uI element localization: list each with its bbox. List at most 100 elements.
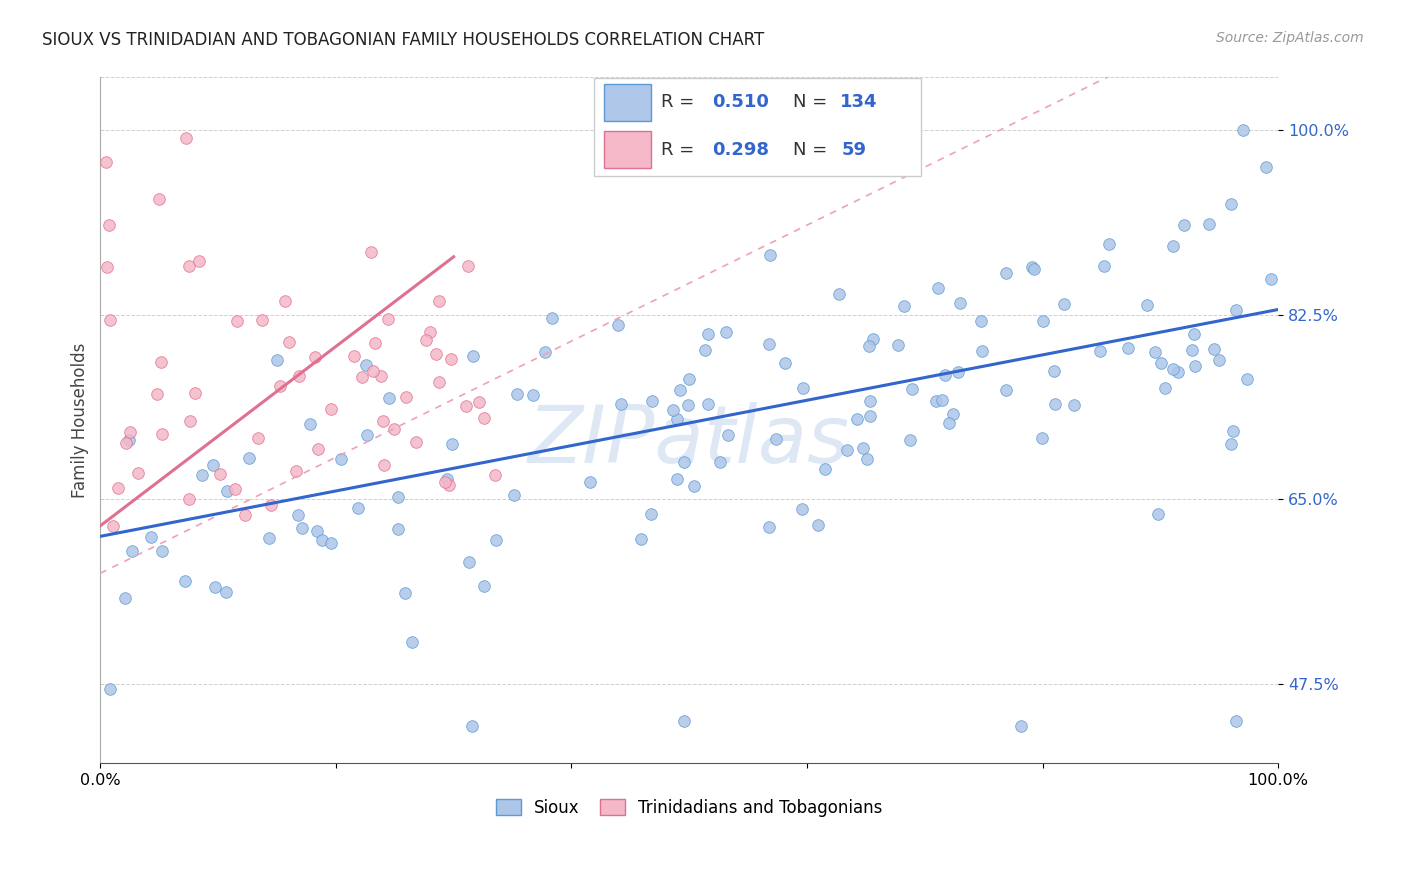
- Point: [401, 635, 423, 649]
- Point: [209, 467, 232, 481]
- Point: [1031, 431, 1053, 445]
- Point: [319, 536, 342, 550]
- Point: [257, 531, 280, 545]
- Point: [299, 417, 322, 432]
- FancyBboxPatch shape: [605, 84, 651, 121]
- Point: [439, 478, 461, 492]
- Point: [1043, 364, 1066, 378]
- Point: [1010, 719, 1032, 733]
- Point: [343, 350, 366, 364]
- Point: [1173, 218, 1195, 232]
- Point: [1219, 437, 1241, 451]
- Point: [278, 334, 301, 349]
- Point: [792, 381, 814, 395]
- Point: [183, 385, 205, 400]
- Point: [1163, 238, 1185, 252]
- Point: [607, 318, 630, 332]
- Point: [765, 432, 787, 446]
- Point: [204, 580, 226, 594]
- Point: [103, 519, 125, 533]
- Point: [1022, 262, 1045, 277]
- Point: [1092, 259, 1115, 273]
- Point: [522, 388, 544, 402]
- Point: [666, 471, 689, 485]
- Point: [150, 355, 173, 369]
- Point: [456, 400, 478, 414]
- Point: [378, 391, 401, 405]
- Point: [461, 349, 484, 363]
- Point: [441, 437, 464, 451]
- Point: [886, 337, 908, 351]
- Point: [260, 498, 283, 512]
- Point: [98, 313, 121, 327]
- Point: [484, 468, 506, 483]
- Point: [118, 433, 141, 447]
- Point: [461, 719, 484, 733]
- FancyBboxPatch shape: [593, 78, 921, 177]
- Point: [503, 488, 526, 502]
- Point: [678, 372, 700, 386]
- Point: [347, 500, 370, 515]
- Point: [994, 384, 1017, 398]
- Point: [1256, 160, 1278, 174]
- Point: [640, 393, 662, 408]
- Point: [1098, 237, 1121, 252]
- Text: N =: N =: [793, 141, 832, 159]
- Point: [610, 397, 633, 411]
- Y-axis label: Family Households: Family Households: [72, 343, 89, 498]
- Point: [1143, 345, 1166, 359]
- Point: [370, 369, 392, 384]
- Point: [427, 294, 450, 309]
- Point: [541, 310, 564, 325]
- Point: [202, 458, 225, 473]
- Point: [931, 392, 953, 407]
- Point: [179, 260, 201, 274]
- Text: N =: N =: [793, 93, 832, 111]
- Point: [1225, 303, 1247, 318]
- Text: R =: R =: [661, 141, 700, 159]
- Point: [1202, 342, 1225, 356]
- Point: [1149, 356, 1171, 370]
- Point: [319, 402, 342, 417]
- Point: [215, 483, 238, 498]
- Point: [174, 574, 197, 589]
- Point: [927, 281, 949, 295]
- Point: [970, 314, 993, 328]
- Point: [859, 394, 882, 409]
- Point: [405, 435, 427, 450]
- Point: [107, 481, 129, 495]
- Point: [925, 393, 948, 408]
- Point: [387, 523, 409, 537]
- Point: [415, 333, 437, 347]
- Point: [1232, 123, 1254, 137]
- Point: [1043, 397, 1066, 411]
- Point: [118, 425, 141, 440]
- Point: [709, 455, 731, 469]
- Point: [394, 585, 416, 599]
- Point: [949, 296, 972, 310]
- Point: [485, 533, 508, 548]
- Point: [1198, 217, 1220, 231]
- Point: [150, 426, 173, 441]
- Point: [139, 530, 162, 544]
- Point: [775, 356, 797, 370]
- Point: [425, 347, 447, 361]
- Point: [661, 402, 683, 417]
- Text: 0.510: 0.510: [711, 93, 769, 111]
- Point: [179, 414, 201, 428]
- Point: [191, 467, 214, 482]
- Point: [354, 358, 377, 372]
- Point: [436, 472, 458, 486]
- Point: [287, 508, 309, 523]
- Point: [97, 218, 120, 232]
- Point: [1063, 399, 1085, 413]
- Point: [942, 407, 965, 421]
- Point: [717, 428, 740, 442]
- Point: [225, 314, 247, 328]
- Point: [856, 451, 879, 466]
- Point: [858, 338, 880, 352]
- Point: [330, 451, 353, 466]
- Point: [1053, 297, 1076, 311]
- Point: [1236, 371, 1258, 385]
- Point: [98, 681, 121, 696]
